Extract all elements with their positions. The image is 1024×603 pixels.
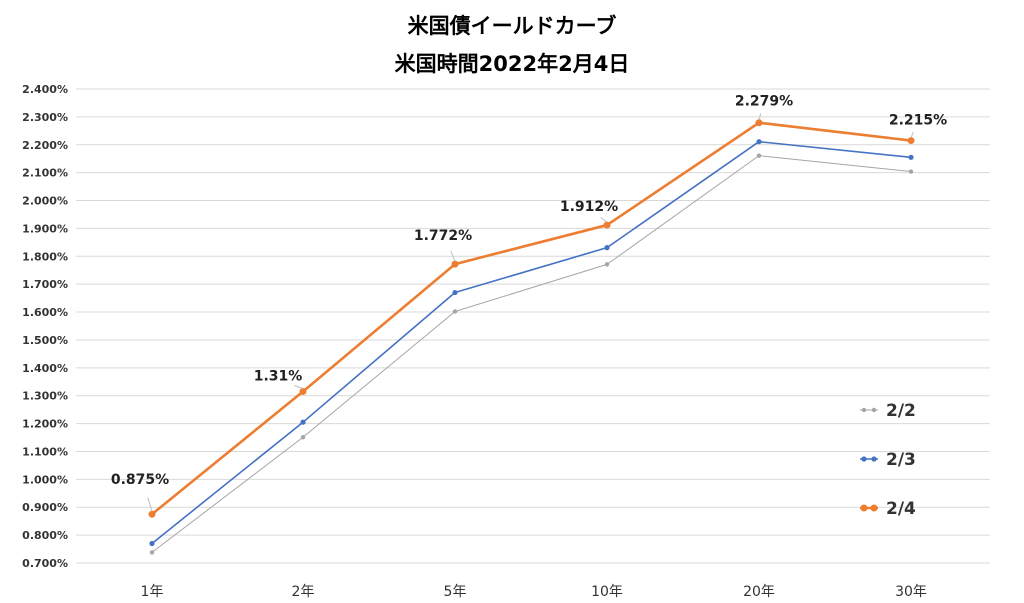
legend-entry: 2/4 — [886, 499, 916, 519]
legend-swatch-dot — [870, 504, 878, 512]
data-point — [149, 540, 155, 547]
x-tick-label: 30年 — [895, 584, 927, 600]
data-point — [907, 137, 915, 145]
legend-entry: 2/2 — [886, 401, 916, 421]
y-tick-label: 1.400% — [22, 362, 68, 375]
y-tick-label: 1.300% — [22, 390, 68, 403]
data-point — [908, 154, 914, 160]
data-point — [603, 221, 611, 229]
x-tick-label: 1年 — [141, 584, 164, 600]
y-tick-label: 2.100% — [22, 167, 68, 180]
data-label: 0.875% — [111, 472, 169, 488]
label-leader-line — [758, 113, 762, 120]
data-point — [149, 550, 155, 555]
data-point — [451, 260, 459, 268]
x-axis: 1年 2年 5年 10年 20年 30年 — [141, 584, 927, 600]
chart-subtitle: 米国時間2022年2月4日 — [394, 52, 630, 76]
y-tick-label: 2.200% — [22, 139, 68, 152]
label-leader-line — [147, 497, 153, 512]
data-point — [452, 309, 458, 314]
label-leader-line — [910, 131, 914, 138]
legend: 2/2 2/3 2/4 — [860, 401, 916, 519]
y-tick-label: 1.100% — [22, 445, 68, 458]
data-point — [908, 169, 914, 174]
y-tick-label: 1.500% — [22, 334, 68, 347]
data-point — [604, 262, 610, 267]
data-point — [299, 388, 307, 396]
y-tick-label: 1.200% — [22, 418, 68, 431]
legend-swatch-dot — [861, 456, 867, 462]
data-label: 1.31% — [254, 369, 303, 385]
y-tick-label: 0.800% — [22, 529, 68, 542]
x-tick-label: 10年 — [591, 584, 623, 600]
data-point — [300, 419, 306, 425]
y-tick-label: 1.600% — [22, 306, 68, 319]
y-axis: 0.700% 0.800% 0.900% 1.000% 1.100% 1.200% 1.30… — [22, 83, 68, 570]
data-label: 1.912% — [560, 199, 618, 215]
series-points — [148, 119, 915, 555]
data-point — [452, 289, 458, 296]
data-label: 1.772% — [414, 228, 472, 244]
label-leader-line — [450, 250, 456, 262]
data-point — [756, 139, 762, 145]
data-point — [755, 119, 763, 127]
gridlines — [76, 88, 990, 564]
data-label: 2.279% — [735, 94, 793, 110]
y-tick-label: 1.900% — [22, 222, 68, 235]
chart-title: 米国債イールドカーブ — [407, 14, 617, 38]
y-tick-label: 1.000% — [22, 473, 68, 486]
data-point — [604, 245, 610, 251]
data-point — [756, 153, 762, 158]
y-tick-label: 2.000% — [22, 195, 68, 208]
x-tick-label: 20年 — [743, 584, 775, 600]
legend-swatch-dot — [871, 456, 877, 462]
data-labels: 0.875% 1.31% 1.772% 1.912% 2.279% 2.215% — [111, 94, 947, 512]
label-leader-line — [294, 385, 304, 389]
series-line-2-3 — [151, 140, 912, 545]
y-tick-label: 2.400% — [22, 83, 68, 96]
data-point — [148, 510, 156, 518]
y-tick-label: 0.900% — [22, 501, 68, 514]
y-tick-label: 1.700% — [22, 278, 68, 291]
legend-swatch-dot — [860, 504, 868, 512]
y-tick-label: 0.700% — [22, 557, 68, 570]
legend-swatch-dot — [871, 407, 877, 413]
data-label: 2.215% — [889, 113, 947, 129]
series-line-2-4 — [151, 121, 912, 516]
x-tick-label: 2年 — [292, 584, 315, 600]
y-tick-label: 1.800% — [22, 250, 68, 263]
legend-swatch-dot — [861, 407, 867, 413]
label-leader-line — [600, 216, 608, 223]
series-line-2-2 — [151, 155, 912, 553]
series-lines — [151, 121, 912, 553]
legend-entry: 2/3 — [886, 450, 916, 470]
x-tick-label: 5年 — [444, 584, 467, 600]
data-point — [300, 435, 306, 440]
y-tick-label: 2.300% — [22, 111, 68, 124]
